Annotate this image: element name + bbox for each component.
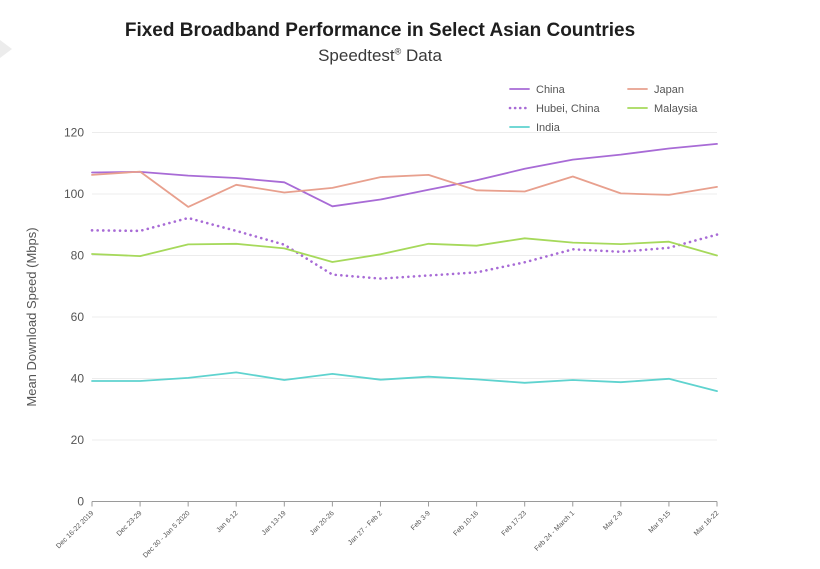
y-tick-label-120: 120 — [64, 126, 84, 140]
x-tick-label-5: Jan 20-26 — [309, 510, 336, 537]
y-tick-label-40: 40 — [71, 372, 85, 386]
x-tick-label-12: Mar 9-15 — [648, 510, 673, 535]
y-tick-label-0: 0 — [77, 495, 84, 509]
series-lines — [90, 142, 719, 393]
legend-label-china: China — [536, 84, 566, 96]
y-tick-label-100: 100 — [64, 187, 84, 201]
y-tick-label-80: 80 — [71, 249, 85, 263]
x-tick-label-9: Feb 17-23 — [501, 510, 529, 538]
chart-subtitle: Speedtest® Data — [0, 46, 760, 66]
series-line-china — [91, 142, 718, 208]
legend: China Hubei, China India Japan Malaysia — [508, 84, 698, 134]
y-tick-label-60: 60 — [71, 310, 85, 324]
x-tick-label-7: Feb 3-9 — [410, 510, 432, 532]
legend-label-japan: Japan — [654, 84, 684, 96]
x-tick-label-10: Feb 24 - March 1 — [534, 510, 577, 553]
x-tick-label-1: Dec 23-29 — [116, 510, 144, 538]
x-tick-label-3: Jan 6-12 — [215, 510, 239, 534]
x-tick-label-8: Feb 10-16 — [453, 510, 481, 538]
y-axis-ticks: 0 20 40 60 80 100 120 — [64, 126, 84, 509]
x-tick-label-6: Jan 27 - Feb 2 — [347, 510, 384, 547]
x-tick-label-4: Jan 13-19 — [261, 510, 288, 537]
y-tick-label-20: 20 — [71, 433, 85, 447]
legend-label-india: India — [536, 122, 561, 134]
series-line-india — [91, 371, 718, 393]
subtitle-tail: Data — [401, 46, 442, 65]
chart-title: Fixed Broadband Performance in Select As… — [124, 20, 636, 41]
registered-mark: ® — [394, 46, 402, 57]
series-line-japan — [91, 170, 718, 208]
x-tick-label-0: Dec 16-22 2019 — [55, 510, 95, 550]
corner-arrow-icon — [0, 40, 12, 58]
series-line-hubei-china — [90, 216, 719, 280]
y-axis-label: Mean Download Speed (Mbps) — [24, 227, 39, 406]
legend-label-hubei-china: Hubei, China — [536, 103, 600, 115]
x-tick-label-13: Mar 16-22 — [693, 510, 721, 538]
legend-label-malaysia: Malaysia — [654, 103, 698, 115]
subtitle-text: Speedtest — [318, 46, 395, 65]
x-tick-label-11: Mar 2-8 — [602, 510, 624, 532]
gridlines — [92, 132, 717, 441]
series-line-malaysia — [91, 237, 718, 263]
x-tick-label-2: Dec 30 - Jan 5 2020 — [142, 510, 192, 560]
